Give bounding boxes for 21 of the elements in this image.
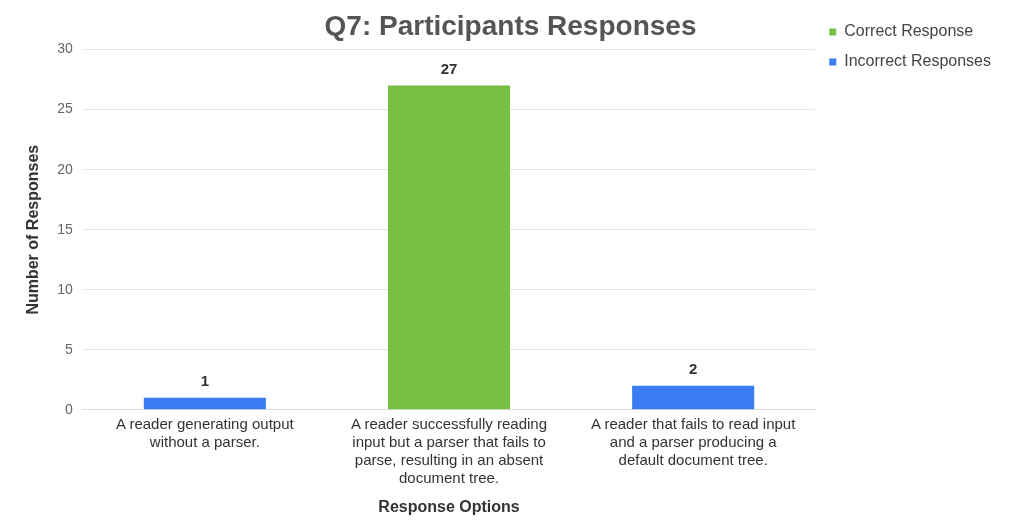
y-tick-label: 15	[57, 220, 73, 237]
x-tick-label: A reader successfully reading input but a parser that fails to parse, resulting in an absent document tree.	[351, 414, 547, 486]
chart-title: Q7: Participants Responses	[324, 9, 697, 41]
data-label: 27	[440, 60, 458, 78]
bar	[387, 85, 511, 410]
bar	[143, 397, 266, 410]
y-tick-label: 10	[57, 280, 73, 297]
y-tick-label: 30	[57, 40, 73, 57]
x-tick-label: A reader that fails to read input and a parser producing a default document tree.	[591, 414, 797, 468]
y-tick-label: 25	[57, 100, 73, 117]
x-tick-label: A reader generating output without a parser.	[116, 414, 295, 450]
x-axis-title: Response Options	[378, 497, 520, 515]
y-tick-label: 20	[57, 160, 73, 177]
legend-label: Correct Response	[844, 22, 974, 40]
bar	[632, 385, 755, 410]
data-label: 2	[689, 360, 698, 378]
y-axis-title: Number of Responses	[24, 144, 42, 315]
y-tick-label: 5	[64, 340, 73, 357]
data-label: 1	[200, 372, 210, 390]
legend-label: Incorrect Responses	[844, 52, 991, 70]
y-tick-label: 0	[64, 400, 73, 417]
